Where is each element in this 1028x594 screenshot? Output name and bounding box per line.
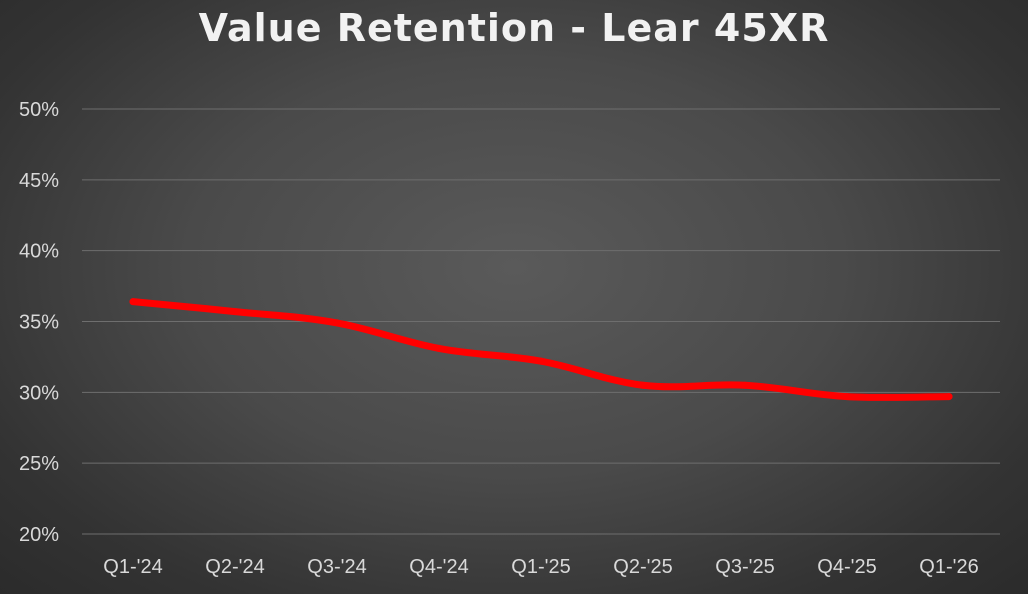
y-tick-label: 40%: [19, 241, 59, 263]
data-point: [843, 393, 851, 401]
x-axis-tick-labels: Q1-'24 Q2-'24 Q3-'24 Q4-'24 Q1-'25 Q2-'25 Q3-'…: [103, 556, 978, 578]
x-tick-label: Q1-'26: [919, 556, 978, 578]
x-tick-label: Q3-'25: [715, 556, 774, 578]
data-point: [639, 381, 647, 389]
x-tick-label: Q1-'25: [511, 556, 570, 578]
data-point: [129, 298, 137, 306]
data-point: [231, 308, 239, 316]
series-line: [129, 298, 953, 401]
series-layer: [129, 298, 953, 401]
data-point: [333, 319, 341, 327]
y-axis-tick-labels: 50% 45% 40% 35% 30% 25% 20%: [19, 99, 59, 546]
x-tick-label: Q4-'24: [409, 556, 468, 578]
y-tick-label: 35%: [19, 312, 59, 334]
y-tick-label: 30%: [19, 382, 59, 404]
gridlines: [82, 108, 1000, 535]
y-tick-label: 45%: [19, 170, 59, 192]
x-tick-label: Q2-'24: [205, 556, 264, 578]
x-tick-label: Q1-'24: [103, 556, 162, 578]
data-point: [435, 344, 443, 352]
x-tick-label: Q3-'24: [307, 556, 366, 578]
data-point: [741, 381, 749, 389]
data-point: [945, 393, 953, 401]
y-tick-label: 20%: [19, 524, 59, 546]
data-point: [537, 357, 545, 365]
y-tick-label: 25%: [19, 453, 59, 475]
x-tick-label: Q4-'25: [817, 556, 876, 578]
x-tick-label: Q2-'25: [613, 556, 672, 578]
chart-title: Value Retention - Lear 45XR: [198, 6, 830, 50]
y-tick-label: 50%: [19, 99, 59, 121]
